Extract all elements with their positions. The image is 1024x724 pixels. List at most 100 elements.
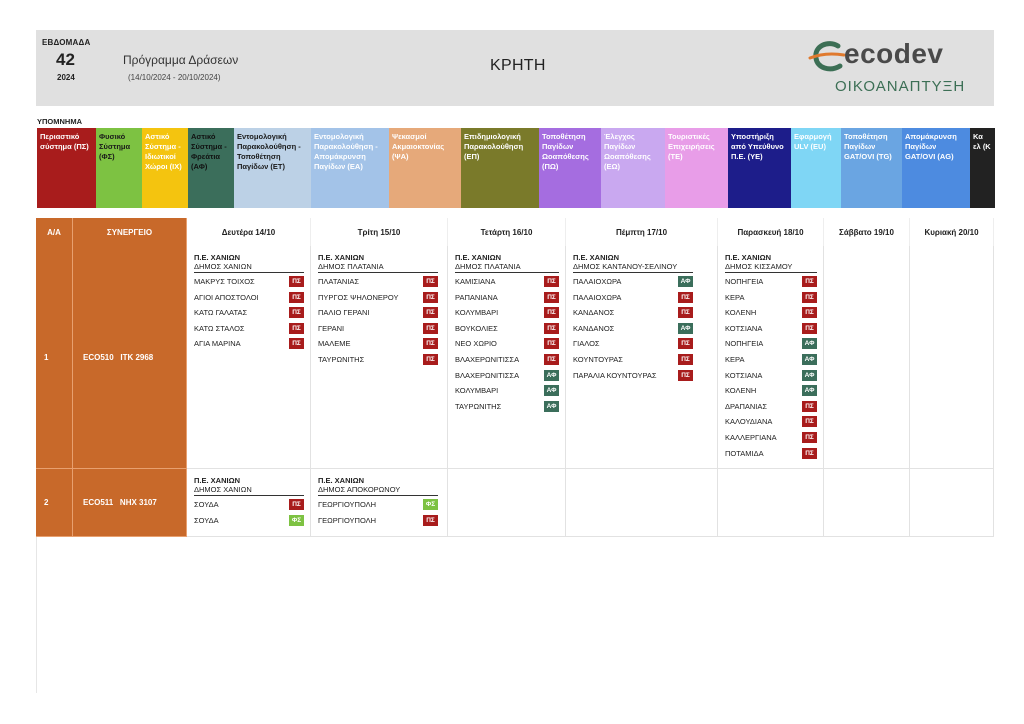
day-cell bbox=[910, 469, 994, 537]
location-name: ΚΟΛΥΜΒΑΡΙ bbox=[455, 308, 499, 318]
legend-item: Ψεκασμοί Ακμαιοκτονίας (ΨΑ) bbox=[389, 128, 461, 208]
municipality: ΔΗΜΟΣ ΚΙΣΣΑΜΟΥ bbox=[725, 262, 817, 273]
legend: Περιαστικό σύστημα (ΠΣ) Φυσικό Σύστημα (Φ… bbox=[37, 128, 995, 208]
day-cell: Π.Ε. ΧΑΝΙΩΝ ΔΗΜΟΣ ΧΑΝΙΩΝ ΜΑΚΡΥΣ ΤΟΙΧΟΣ ΠΣ ΑΓ… bbox=[187, 246, 311, 469]
header-banner: ΕΒΔΟΜΑΔΑ 42 2024 Πρόγραμμα Δράσεων (14/1… bbox=[36, 30, 994, 106]
legend-item: Επιδημιολογική Παρακολούθηση (ΕΠ) bbox=[461, 128, 539, 208]
location-entry: ΡΑΠΑΝΙΑΝΑ ΠΣ bbox=[455, 291, 559, 307]
day-cell: Π.Ε. ΧΑΝΙΩΝ ΔΗΜΟΣ ΠΛΑΤΑΝΙΑ ΠΛΑΤΑΝΙΑΣ ΠΣ ΠΥΡΓ… bbox=[311, 246, 448, 469]
legend-item: Περιαστικό σύστημα (ΠΣ) bbox=[37, 128, 96, 208]
column-header-synergeio: ΣΥΝΕΡΓΕΙΟ bbox=[73, 218, 187, 246]
legend-item: Τουριστικές Επιχειρήσεις (ΤΕ) bbox=[665, 128, 728, 208]
location-entry: ΜΑΚΡΥΣ ΤΟΙΧΟΣ ΠΣ bbox=[194, 275, 304, 291]
location-entry: ΔΡΑΠΑΝΙΑΣ ΠΣ bbox=[725, 400, 817, 416]
location-entry: ΚΟΥΝΤΟΥΡΑΣ ΠΣ bbox=[573, 353, 693, 369]
system-code-badge: ΑΦ bbox=[678, 276, 693, 287]
legend-item: Φυσικό Σύστημα (ΦΣ) bbox=[96, 128, 142, 208]
location-name: ΜΑΛΕΜΕ bbox=[318, 339, 351, 349]
location-name: ΓΕΡΑΝΙ bbox=[318, 323, 345, 333]
day-cell: Π.Ε. ΧΑΝΙΩΝ ΔΗΜΟΣ ΧΑΝΙΩΝ ΣΟΥΔΑ ΠΣ ΣΟΥΔΑ ΦΣ bbox=[187, 469, 311, 537]
system-code-badge: ΠΣ bbox=[289, 276, 304, 287]
location-entry: ΒΟΥΚΟΛΙΕΣ ΠΣ bbox=[455, 322, 559, 338]
week-year: 2024 bbox=[57, 73, 75, 82]
location-name: ΚΑΝΔΑΝΟΣ bbox=[573, 308, 615, 318]
location-entry: ΚΑΜΙΣΙΑΝΑ ΠΣ bbox=[455, 275, 559, 291]
regional-unit: Π.Ε. ΧΑΝΙΩΝ bbox=[194, 476, 241, 485]
system-code-badge: ΠΣ bbox=[289, 338, 304, 350]
system-code-badge: ΠΣ bbox=[544, 291, 559, 303]
regional-unit: Π.Ε. ΧΑΝΙΩΝ bbox=[194, 253, 241, 262]
schedule-block: Π.Ε. ΧΑΝΙΩΝ ΔΗΜΟΣ ΧΑΝΙΩΝ ΜΑΚΡΥΣ ΤΟΙΧΟΣ ΠΣ ΑΓ… bbox=[194, 253, 304, 353]
system-code-badge: ΠΣ bbox=[544, 322, 559, 334]
grid-left-border bbox=[36, 537, 37, 693]
municipality: ΔΗΜΟΣ ΚΑΝΤΑΝΟΥ-ΣΕΛΙΝΟΥ bbox=[573, 262, 693, 273]
ecodev-logo: ecodev ΟΙΚΟΑΝΑΠΤΥΞΗ bbox=[808, 36, 988, 102]
location-entry: ΒΛΑΧΕΡΩΝΙΤΙΣΣΑ ΠΣ bbox=[455, 353, 559, 369]
legend-item: Κα ελ (Κ bbox=[970, 128, 995, 208]
system-code-badge: ΠΣ bbox=[678, 369, 693, 381]
location-entry: ΓΕΩΡΓΙΟΥΠΟΛΗ ΦΣ bbox=[318, 498, 438, 514]
legend-item: Τοποθέτηση Παγίδων Ωοαπόθεσης (ΠΩ) bbox=[539, 128, 601, 208]
system-code-badge: ΠΣ bbox=[802, 447, 817, 459]
regional-unit: Π.Ε. ΧΑΝΙΩΝ bbox=[318, 253, 365, 262]
system-code-badge: ΠΣ bbox=[423, 338, 438, 350]
location-name: ΠΑΛΑΙΟΧΩΡΑ bbox=[573, 292, 622, 302]
legend-item: Απομάκρυνση Παγίδων GAT/OVI (AG) bbox=[902, 128, 970, 208]
system-code-badge: ΑΦ bbox=[678, 322, 693, 334]
location-entry: ΠΑΛΙΟ ΓΕΡΑΝΙ ΠΣ bbox=[318, 306, 438, 322]
location-name: ΚΟΤΣΙΑΝΑ bbox=[725, 370, 763, 380]
system-code-badge: ΠΣ bbox=[802, 322, 817, 334]
location-entry: ΓΕΩΡΓΙΟΥΠΟΛΗ ΠΣ bbox=[318, 514, 438, 530]
location-entry: ΠΑΛΑΙΟΧΩΡΑ ΑΦ bbox=[573, 275, 693, 291]
location-name: ΑΓΙΟΙ ΑΠΟΣΤΟΛΟΙ bbox=[194, 292, 259, 302]
column-header-day: Πέμπτη 17/10 bbox=[566, 218, 718, 246]
location-entry: ΜΑΛΕΜΕ ΠΣ bbox=[318, 337, 438, 353]
location-name: ΡΑΠΑΝΙΑΝΑ bbox=[455, 292, 498, 302]
location-name: ΝΟΠΗΓΕΙΑ bbox=[725, 339, 764, 349]
location-name: ΤΑΥΡΩΝΙΤΗΣ bbox=[318, 354, 365, 364]
day-cell: Π.Ε. ΧΑΝΙΩΝ ΔΗΜΟΣ ΑΠΟΚΟΡΩΝΟΥ ΓΕΩΡΓΙΟΥΠΟΛΗ Φ… bbox=[311, 469, 448, 537]
location-name: ΝΕΟ ΧΩΡΙΟ bbox=[455, 339, 497, 349]
location-entry: ΝΕΟ ΧΩΡΙΟ ΠΣ bbox=[455, 337, 559, 353]
location-name: ΓΕΩΡΓΙΟΥΠΟΛΗ bbox=[318, 500, 377, 509]
system-code-badge: ΠΣ bbox=[678, 291, 693, 303]
day-cell: Π.Ε. ΧΑΝΙΩΝ ΔΗΜΟΣ ΚΙΣΣΑΜΟΥ ΝΟΠΗΓΕΙΑ ΠΣ ΚΕΡΑ Π… bbox=[718, 246, 824, 469]
schedule-block: Π.Ε. ΧΑΝΙΩΝ ΔΗΜΟΣ ΠΛΑΤΑΝΙΑ ΠΛΑΤΑΝΙΑΣ ΠΣ ΠΥΡΓ… bbox=[318, 253, 438, 369]
regional-unit: Π.Ε. ΧΑΝΙΩΝ bbox=[455, 253, 502, 262]
system-code-badge: ΠΣ bbox=[802, 291, 817, 303]
location-name: ΚΟΛΥΜΒΑΡΙ bbox=[455, 386, 499, 396]
schedule-block: Π.Ε. ΧΑΝΙΩΝ ΔΗΜΟΣ ΧΑΝΙΩΝ ΣΟΥΔΑ ΠΣ ΣΟΥΔΑ ΦΣ bbox=[194, 476, 304, 529]
legend-item: Εφαρμογή ULV (EU) bbox=[791, 128, 841, 208]
day-cell: Π.Ε. ΧΑΝΙΩΝ ΔΗΜΟΣ ΠΛΑΤΑΝΙΑ ΚΑΜΙΣΙΑΝΑ ΠΣ ΡΑΠΑ… bbox=[448, 246, 566, 469]
location-name: ΒΟΥΚΟΛΙΕΣ bbox=[455, 323, 498, 333]
ecodev-swoosh-icon bbox=[808, 41, 846, 72]
column-header-day: Τετάρτη 16/10 bbox=[448, 218, 566, 246]
column-header-aa: Α/Α bbox=[36, 218, 73, 246]
legend-item: Αστικό Σύστημα - Ιδιωτικοί Χώροι (ΙΧ) bbox=[142, 128, 188, 208]
location-entry: ΑΓΙΟΙ ΑΠΟΣΤΟΛΟΙ ΠΣ bbox=[194, 291, 304, 307]
system-code-badge: ΠΣ bbox=[423, 307, 438, 319]
location-entry: ΚΑΝΔΑΝΟΣ ΠΣ bbox=[573, 306, 693, 322]
day-cell bbox=[566, 469, 718, 537]
synergeio-cell: ECO511 ΝΗΧ 3107 bbox=[73, 469, 187, 537]
location-entry: ΚΑΛΟΥΔΙΑΝΑ ΠΣ bbox=[725, 415, 817, 431]
location-entry: ΠΑΡΑΛΙΑ ΚΟΥΝΤΟΥΡΑΣ ΠΣ bbox=[573, 369, 693, 385]
system-code-badge: ΦΣ bbox=[289, 514, 304, 526]
location-entry: ΚΟΛΕΝΗ ΑΦ bbox=[725, 384, 817, 400]
location-name: ΤΑΥΡΩΝΙΤΗΣ bbox=[455, 401, 502, 411]
location-entry: ΚΑΤΩ ΣΤΑΛΟΣ ΠΣ bbox=[194, 322, 304, 338]
week-label: ΕΒΔΟΜΑΔΑ bbox=[42, 38, 91, 47]
location-entry: ΑΓΙΑ ΜΑΡΙΝΑ ΠΣ bbox=[194, 337, 304, 353]
location-entry: ΠΥΡΓΟΣ ΨΗΛΟΝΕΡΟΥ ΠΣ bbox=[318, 291, 438, 307]
location-entry: ΤΑΥΡΩΝΙΤΗΣ ΑΦ bbox=[455, 400, 559, 416]
location-name: ΚΟΛΕΝΗ bbox=[725, 308, 757, 318]
system-code-badge: ΠΣ bbox=[678, 353, 693, 365]
location-name: ΔΡΑΠΑΝΙΑΣ bbox=[725, 401, 768, 411]
location-entry: ΒΛΑΧΕΡΩΝΙΤΙΣΣΑ ΑΦ bbox=[455, 369, 559, 385]
system-code-badge: ΑΦ bbox=[802, 369, 817, 381]
day-cell: Π.Ε. ΧΑΝΙΩΝ ΔΗΜΟΣ ΚΑΝΤΑΝΟΥ-ΣΕΛΙΝΟΥ ΠΑΛΑΙΟΧ… bbox=[566, 246, 718, 469]
location-entry: ΚΟΛΥΜΒΑΡΙ ΠΣ bbox=[455, 306, 559, 322]
system-code-badge: ΠΣ bbox=[678, 307, 693, 319]
system-code-badge: ΠΣ bbox=[289, 322, 304, 334]
location-name: ΣΟΥΔΑ bbox=[194, 500, 219, 509]
